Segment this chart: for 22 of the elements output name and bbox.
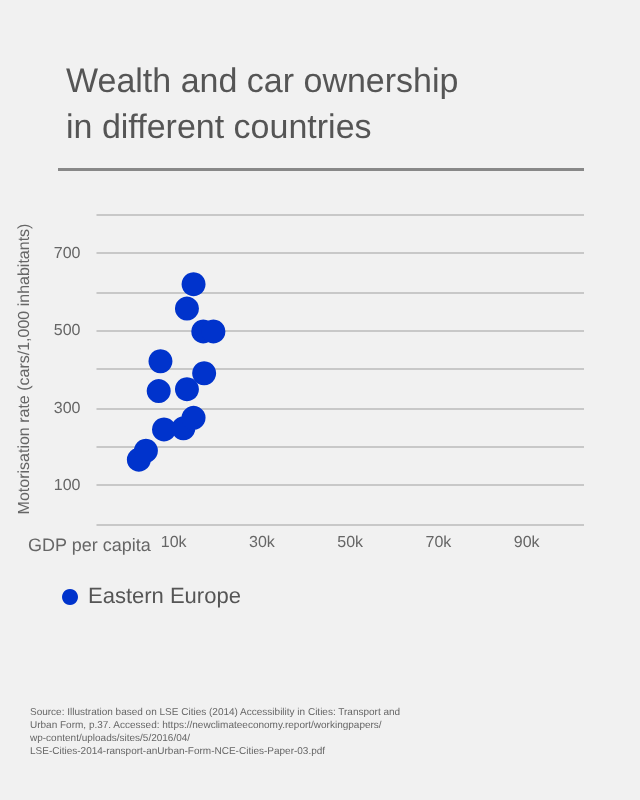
- chart-title: Wealth and car ownership in different countries: [66, 62, 459, 146]
- point: [181, 405, 206, 430]
- x-tick-label: 30k: [249, 533, 277, 551]
- point: [133, 438, 158, 463]
- y-tick-label: 100: [53, 476, 82, 495]
- y-axis-title: Motorisation rate (cars/1,000 inhabitants): [15, 222, 33, 515]
- x-tick-label: 70k: [425, 533, 454, 551]
- x-axis-title: GDP per capita: [28, 535, 151, 555]
- point: [174, 377, 199, 402]
- x-tick-label: 90k: [513, 533, 542, 551]
- x-tick-label: 10k: [160, 533, 189, 551]
- x-tick-label: 50k: [337, 533, 366, 551]
- y-tick-label: 500: [53, 321, 82, 340]
- point: [146, 379, 171, 404]
- point: [174, 296, 199, 321]
- legend-label: Eastern Europe: [88, 585, 241, 609]
- y-tick-label: 700: [53, 243, 82, 262]
- point: [152, 417, 176, 442]
- y-tick-label: 300: [53, 398, 82, 417]
- point: [181, 272, 206, 297]
- point: [148, 349, 173, 374]
- point: [192, 361, 217, 386]
